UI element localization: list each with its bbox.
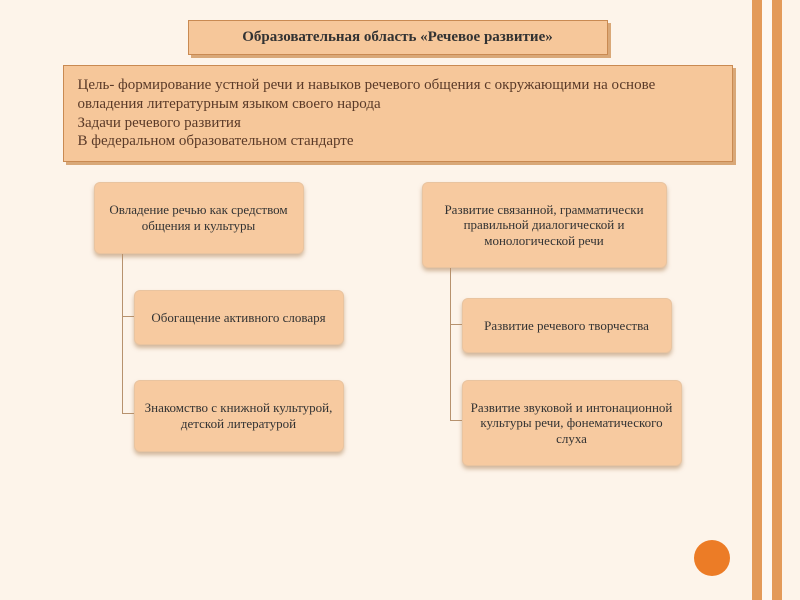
right-column: Развитие связанной, грамматически правил… <box>402 182 722 470</box>
node-label: Овладение речью как средством общения и … <box>103 202 295 233</box>
diagram-node: Обогащение активного словаря <box>134 290 344 345</box>
stripe-3 <box>772 0 782 600</box>
node-label: Развитие речевого творчества <box>484 318 649 334</box>
columns: Овладение речью как средством общения и … <box>55 182 740 470</box>
diagram-node: Развитие звуковой и интонационной культу… <box>462 380 682 466</box>
diagram-node: Развитие связанной, грамматически правил… <box>422 182 667 268</box>
slide-root: Образовательная область «Речевое развити… <box>0 0 800 600</box>
stripe-1 <box>752 0 762 600</box>
title-text: Образовательная область «Речевое развити… <box>242 29 552 45</box>
goal-text: Цель- формирование устной речи и навыков… <box>78 77 656 149</box>
node-label: Развитие связанной, грамматически правил… <box>431 202 658 249</box>
stripe-2 <box>762 0 772 600</box>
diagram-node: Знакомство с книжной культурой, детской … <box>134 380 344 452</box>
left-column: Овладение речью как средством общения и … <box>74 182 374 456</box>
node-label: Развитие звуковой и интонационной культу… <box>471 400 673 447</box>
circle-accent <box>694 540 730 576</box>
goal-box: Цель- формирование устной речи и навыков… <box>63 65 733 162</box>
title-box: Образовательная область «Речевое развити… <box>188 20 608 55</box>
node-label: Обогащение активного словаря <box>151 310 325 326</box>
node-label: Знакомство с книжной культурой, детской … <box>143 400 335 431</box>
side-stripes <box>752 0 782 600</box>
diagram-node: Развитие речевого творчества <box>462 298 672 353</box>
diagram-node: Овладение речью как средством общения и … <box>94 182 304 254</box>
